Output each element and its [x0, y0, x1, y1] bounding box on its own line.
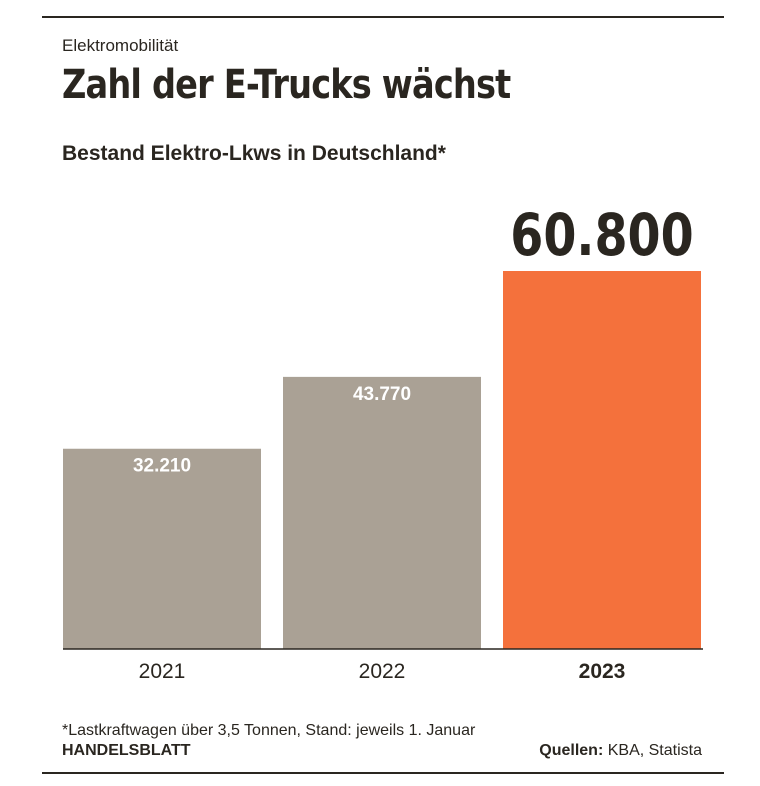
kicker: Elektromobilität	[62, 36, 179, 55]
x-tick-label-2022: 2022	[359, 660, 406, 683]
footnote: *Lastkraftwagen über 3,5 Tonnen, Stand: …	[62, 722, 476, 739]
bar-2022	[283, 376, 481, 649]
sources-value: KBA, Statista	[603, 742, 702, 759]
chart-subtitle: Bestand Elektro-Lkws in Deutschland*	[62, 142, 446, 165]
value-label-2023: 60.800	[510, 201, 693, 269]
sources-label: Quellen:	[539, 742, 604, 759]
bar-2023	[503, 271, 701, 649]
top-rule	[42, 16, 724, 18]
bar-chart: 32.210 2021 43.770 2022 60.800 2023	[63, 201, 703, 683]
sources: Quellen: KBA, Statista	[539, 742, 702, 760]
x-tick-label-2023: 2023	[579, 660, 626, 683]
chart-title: Zahl der E-Trucks wächst	[62, 62, 511, 108]
value-label-2022: 43.770	[353, 384, 411, 405]
value-label-2021: 32.210	[133, 456, 191, 477]
bottom-rule	[42, 772, 724, 774]
x-tick-label-2021: 2021	[139, 660, 186, 683]
publisher-brand: HANDELSBLATT	[62, 742, 191, 759]
bar-2021	[63, 448, 261, 649]
